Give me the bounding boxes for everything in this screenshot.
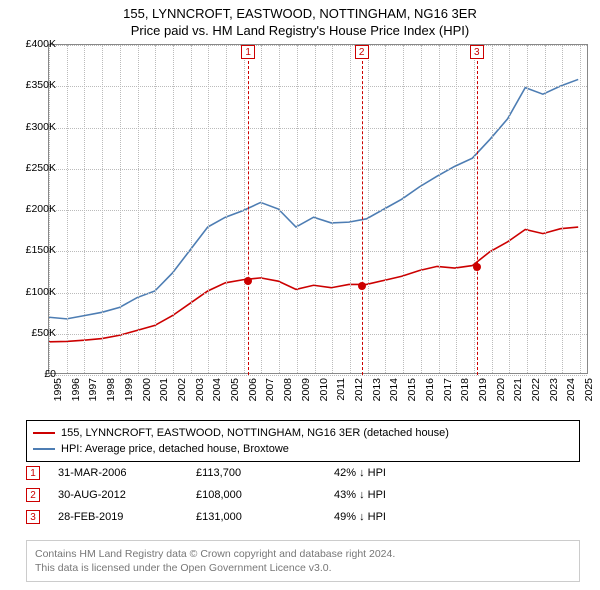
footnote-line2: This data is licensed under the Open Gov… — [35, 561, 571, 575]
plot-area: 1 2 3 — [48, 44, 588, 374]
x-tick-label: 2024 — [565, 378, 577, 401]
chart-marker-box: 1 — [241, 45, 255, 59]
event-pct: 43% ↓ HPI — [334, 489, 434, 501]
x-tick-label: 2022 — [530, 378, 542, 401]
event-row: 2 30-AUG-2012 £108,000 43% ↓ HPI — [26, 484, 580, 506]
chart-marker-dot — [244, 277, 252, 285]
x-tick-label: 2008 — [282, 378, 294, 401]
x-tick-label: 1999 — [123, 378, 135, 401]
x-tick-label: 2004 — [211, 378, 223, 401]
x-tick-label: 2021 — [512, 378, 524, 401]
title-line2: Price paid vs. HM Land Registry's House … — [0, 23, 600, 38]
event-date: 31-MAR-2006 — [58, 467, 178, 479]
legend-swatch — [33, 448, 55, 450]
event-row: 1 31-MAR-2006 £113,700 42% ↓ HPI — [26, 462, 580, 484]
event-date: 28-FEB-2019 — [58, 511, 178, 523]
event-price: £113,700 — [196, 467, 316, 479]
x-tick-label: 2012 — [353, 378, 365, 401]
event-marker-box: 1 — [26, 466, 40, 480]
x-tick-label: 1998 — [105, 378, 117, 401]
y-tick-label: £400K — [10, 38, 56, 50]
footnote: Contains HM Land Registry data © Crown c… — [26, 540, 580, 582]
event-pct: 49% ↓ HPI — [334, 511, 434, 523]
x-tick-label: 2017 — [442, 378, 454, 401]
legend: 155, LYNNCROFT, EASTWOOD, NOTTINGHAM, NG… — [26, 420, 580, 462]
x-tick-label: 2005 — [229, 378, 241, 401]
y-tick-label: £350K — [10, 79, 56, 91]
legend-item: HPI: Average price, detached house, Brox… — [33, 441, 573, 457]
title-block: 155, LYNNCROFT, EASTWOOD, NOTTINGHAM, NG… — [0, 0, 600, 38]
event-marker-box: 3 — [26, 510, 40, 524]
x-tick-label: 2014 — [388, 378, 400, 401]
x-tick-label: 2016 — [424, 378, 436, 401]
x-tick-label: 2007 — [264, 378, 276, 401]
x-tick-label: 2009 — [300, 378, 312, 401]
chart-container: 155, LYNNCROFT, EASTWOOD, NOTTINGHAM, NG… — [0, 0, 600, 590]
chart-marker-box: 3 — [470, 45, 484, 59]
event-date: 30-AUG-2012 — [58, 489, 178, 501]
chart-marker-dot — [358, 282, 366, 290]
x-tick-label: 1996 — [70, 378, 82, 401]
event-price: £131,000 — [196, 511, 316, 523]
legend-label: 155, LYNNCROFT, EASTWOOD, NOTTINGHAM, NG… — [61, 427, 449, 439]
chart-marker-dot — [473, 263, 481, 271]
legend-item: 155, LYNNCROFT, EASTWOOD, NOTTINGHAM, NG… — [33, 425, 573, 441]
events-table: 1 31-MAR-2006 £113,700 42% ↓ HPI 2 30-AU… — [26, 462, 580, 528]
x-tick-label: 1997 — [87, 378, 99, 401]
y-tick-label: £100K — [10, 286, 56, 298]
legend-label: HPI: Average price, detached house, Brox… — [61, 443, 289, 455]
x-tick-label: 2001 — [158, 378, 170, 401]
x-tick-label: 2019 — [477, 378, 489, 401]
x-tick-label: 2002 — [176, 378, 188, 401]
y-tick-label: £0 — [10, 368, 56, 380]
event-row: 3 28-FEB-2019 £131,000 49% ↓ HPI — [26, 506, 580, 528]
title-line1: 155, LYNNCROFT, EASTWOOD, NOTTINGHAM, NG… — [0, 6, 600, 21]
x-tick-label: 2006 — [247, 378, 259, 401]
line-series-svg — [49, 45, 587, 373]
event-marker-box: 2 — [26, 488, 40, 502]
x-tick-label: 2023 — [548, 378, 560, 401]
x-tick-label: 2018 — [459, 378, 471, 401]
y-tick-label: £200K — [10, 203, 56, 215]
y-tick-label: £50K — [10, 327, 56, 339]
event-price: £108,000 — [196, 489, 316, 501]
x-tick-label: 2010 — [318, 378, 330, 401]
x-tick-label: 2020 — [495, 378, 507, 401]
event-pct: 42% ↓ HPI — [334, 467, 434, 479]
x-tick-label: 2025 — [583, 378, 595, 401]
footnote-line1: Contains HM Land Registry data © Crown c… — [35, 547, 571, 561]
x-tick-label: 2015 — [406, 378, 418, 401]
legend-swatch — [33, 432, 55, 434]
chart-marker-box: 2 — [355, 45, 369, 59]
x-tick-label: 2013 — [371, 378, 383, 401]
x-tick-label: 2000 — [141, 378, 153, 401]
x-tick-label: 2011 — [335, 378, 347, 401]
y-tick-label: £250K — [10, 162, 56, 174]
x-tick-label: 1995 — [52, 378, 64, 401]
y-tick-label: £300K — [10, 121, 56, 133]
x-tick-label: 2003 — [194, 378, 206, 401]
y-tick-label: £150K — [10, 244, 56, 256]
